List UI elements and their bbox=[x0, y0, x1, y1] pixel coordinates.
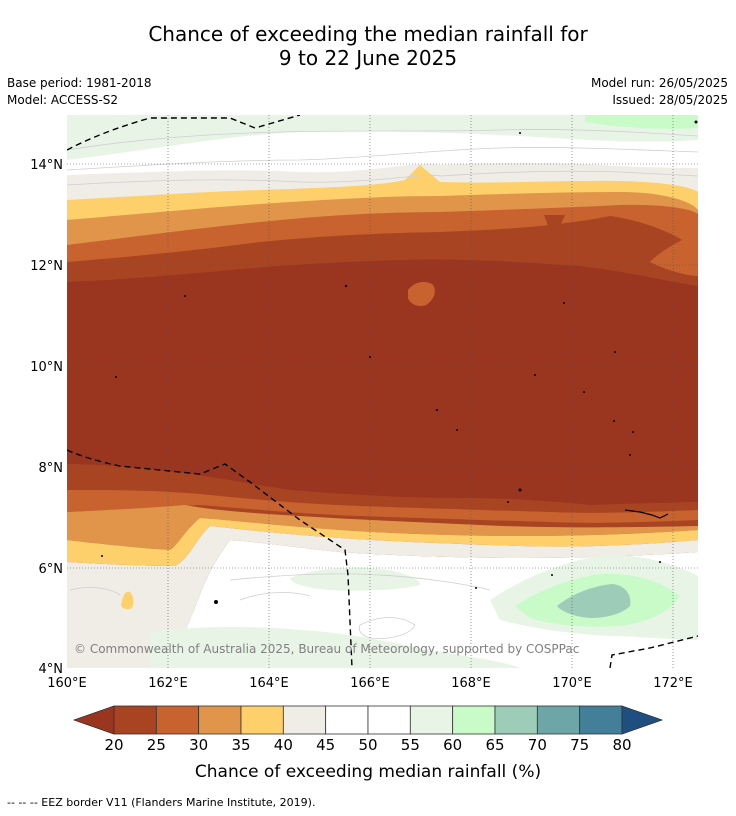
colorbar-segment bbox=[409, 705, 454, 735]
band-top-green-bright bbox=[585, 115, 698, 129]
lon-label-166: 166°E bbox=[350, 676, 390, 691]
axis-labels: 14°N 12°N 10°N 8°N 6°N 4°N 160°E 162°E 1… bbox=[30, 158, 693, 691]
lon-label-164: 164°E bbox=[249, 676, 289, 691]
meta-left: Base period: 1981-2018 Model: ACCESS-S2 bbox=[7, 75, 152, 109]
colorbar-tick-label: 40 bbox=[273, 736, 293, 754]
contour-lines bbox=[67, 129, 698, 639]
copyright-text: © Commonwealth of Australia 2025, Bureau… bbox=[74, 642, 579, 656]
eez-borders bbox=[67, 115, 698, 668]
colorbar-tick-label: 20 bbox=[104, 736, 124, 754]
lat-label-14: 14°N bbox=[30, 158, 63, 173]
model-run: Model run: 26/05/2025 bbox=[590, 76, 728, 90]
patch-yellow-small bbox=[121, 591, 134, 610]
colorbar-segment bbox=[282, 705, 327, 735]
title-line-1: Chance of exceeding the median rainfall … bbox=[148, 22, 588, 46]
band-40-45-south bbox=[67, 526, 698, 668]
patch-small-north bbox=[544, 215, 565, 226]
issued-date: Issued: 28/05/2025 bbox=[612, 93, 728, 107]
colorbar-segment bbox=[579, 705, 623, 735]
band-25-30-south bbox=[67, 490, 698, 523]
colorbar-tick-label: 80 bbox=[612, 736, 632, 754]
colorbar-over-arrow bbox=[621, 705, 664, 735]
colorbar-segment bbox=[325, 705, 369, 735]
patch-green-pale-1 bbox=[290, 567, 420, 591]
band-top-green bbox=[67, 115, 698, 160]
lon-label-170: 170°E bbox=[552, 676, 592, 691]
graticule bbox=[67, 115, 698, 668]
colorbar-under-arrow bbox=[72, 705, 115, 735]
colorbar-segment bbox=[367, 705, 411, 735]
band-below-20 bbox=[67, 259, 698, 505]
lat-label-4: 4°N bbox=[39, 662, 64, 677]
colorbar-tick-label: 75 bbox=[570, 736, 590, 754]
colorbar-tick-label: 30 bbox=[189, 736, 209, 754]
lat-label-10: 10°N bbox=[30, 360, 63, 375]
colorbar-tick-label: 35 bbox=[231, 736, 251, 754]
colorbar-label: Chance of exceeding median rainfall (%) bbox=[194, 762, 542, 782]
colorbar-tick-label: 50 bbox=[358, 736, 378, 754]
base-period: Base period: 1981-2018 bbox=[7, 76, 152, 90]
colorbar-segment bbox=[155, 705, 200, 735]
colorbar-tick-label: 65 bbox=[485, 736, 505, 754]
islands bbox=[101, 120, 698, 604]
lat-label-6: 6°N bbox=[39, 562, 64, 577]
colorbar-tick-label: 60 bbox=[443, 736, 463, 754]
colorbar bbox=[72, 705, 664, 735]
colorbar-segment bbox=[113, 705, 157, 735]
colorbar-tick-label: 55 bbox=[400, 736, 420, 754]
lon-label-162: 162°E bbox=[148, 676, 188, 691]
band-20-25-south bbox=[67, 464, 698, 513]
title-line-2: 9 to 22 June 2025 bbox=[278, 46, 458, 70]
colorbar-segment bbox=[198, 705, 242, 735]
colorbar-segment bbox=[452, 705, 496, 735]
eez-footnote: -- -- -- EEZ border V11 (Flanders Marine… bbox=[7, 796, 316, 809]
model-name: Model: ACCESS-S2 bbox=[7, 93, 119, 107]
colorbar-segment bbox=[536, 705, 581, 735]
meta-right: Model run: 26/05/2025 Issued: 28/05/2025 bbox=[591, 75, 728, 109]
lon-label-168: 168°E bbox=[451, 676, 491, 691]
colorbar-tick-label: 45 bbox=[316, 736, 336, 754]
patch-orange-north bbox=[408, 282, 435, 307]
lat-label-12: 12°N bbox=[30, 259, 63, 274]
patch-teal-65-70 bbox=[557, 584, 631, 618]
lon-label-160: 160°E bbox=[47, 676, 87, 691]
map-plot-area: © Commonwealth of Australia 2025, Bureau… bbox=[67, 115, 698, 668]
colorbar-segment bbox=[494, 705, 538, 735]
patch-green-pale-2 bbox=[150, 626, 520, 668]
colorbar-segment bbox=[240, 705, 284, 735]
lon-label-172: 172°E bbox=[653, 676, 693, 691]
band-30-35-south bbox=[67, 505, 698, 550]
colorbar-tick-label: 25 bbox=[146, 736, 166, 754]
lat-label-8: 8°N bbox=[39, 461, 64, 476]
colorbar-tick-label: 70 bbox=[527, 736, 547, 754]
chart-title: Chance of exceeding the median rainfall … bbox=[0, 22, 736, 70]
